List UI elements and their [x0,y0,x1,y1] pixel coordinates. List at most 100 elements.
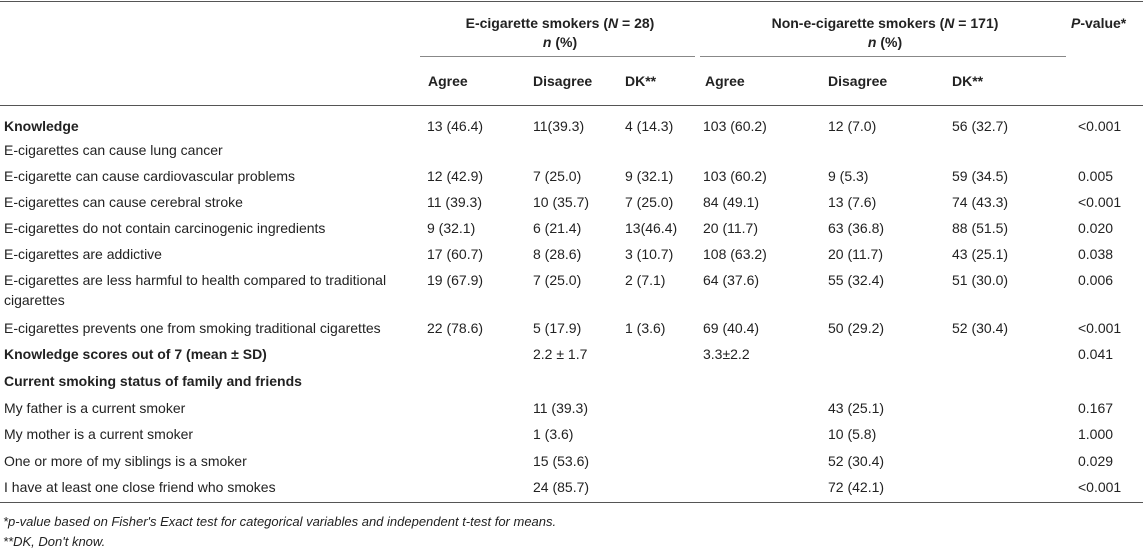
pvalue-header: P-value* [1071,15,1126,32]
subheader-agree-2: Agree [705,73,745,89]
table-row: Knowledge scores out of 7 (mean ± SD) 2.… [0,346,1143,372]
cell-agree-1: 12 (42.9) [427,168,484,184]
cell-disagree-2: 50 (29.2) [828,320,885,336]
cell-disagree-1: 6 (21.4) [533,220,582,236]
table-row: One or more of my siblings is a smoker 1… [0,453,1143,479]
table-row: E-cigarettes are addictive 17 (60.7) 8 (… [0,246,1143,272]
row-label: One or more of my siblings is a smoker [4,453,247,469]
cell-pvalue: 0.029 [1078,453,1114,469]
cell-agree-1: 22 (78.6) [427,320,484,336]
footnote-pvalue: *p-value based on Fisher's Exact test fo… [3,514,557,529]
table-row: E-cigarettes do not contain carcinogenic… [0,220,1143,246]
cell-pvalue: 0.038 [1078,246,1114,262]
cell-disagree-1: 10 (35.7) [533,194,590,210]
cell-dk-2: 51 (30.0) [952,272,1009,288]
n-symbol: n [542,34,552,50]
cell-disagree-2: 12 (7.0) [828,118,877,134]
p-symbol: P [1071,15,1081,31]
cell-group2-value: 3.3±2.2 [703,346,750,362]
pvalue-label: -value* [1080,15,1127,31]
row-label: E-cigarettes prevents one from smoking t… [4,320,381,336]
row-label: E-cigarettes are less harmful to health … [4,272,387,288]
cell-disagree-1: 8 (28.6) [533,246,582,262]
row-label: E-cigarettes can cause lung cancer [4,142,223,158]
cell-agree-2: 108 (63.2) [703,246,767,262]
subheader-disagree-1: Disagree [533,73,593,89]
cell-agree-2: 103 (60.2) [703,168,767,184]
pct-label: (%) [551,34,578,50]
cell-group2-value: 72 (42.1) [828,479,885,495]
cell-group2-value: 10 (5.8) [828,426,877,442]
group2-header: Non-e-cigarette smokers (N = 171) [700,15,1070,32]
group1-header: E-cigarette smokers (N = 28) [420,15,700,32]
subheader-agree-1: Agree [428,73,468,89]
cell-pvalue: 0.167 [1078,400,1114,416]
table-row: I have at least one close friend who smo… [0,479,1143,505]
cell-disagree-1: 5 (17.9) [533,320,582,336]
cell-group1-value: 11 (39.3) [533,400,588,416]
subheader-dk-1: DK** [625,73,657,89]
cell-dk-1: 9 (32.1) [625,168,674,184]
cell-dk-2: 56 (32.7) [952,118,1009,134]
table-row: Knowledge 13 (46.4) 11(39.3) 4 (14.3) 10… [0,118,1143,144]
cell-group2-value: 52 (30.4) [828,453,885,469]
group1-n-symbol: N [608,15,619,31]
cell-dk-1: 13(46.4) [625,220,678,236]
cell-dk-2: 74 (43.3) [952,194,1009,210]
table-row: E-cigarettes can cause cerebral stroke 1… [0,194,1143,220]
cell-dk-1: 1 (3.6) [625,320,666,336]
row-label: E-cigarettes do not contain carcinogenic… [4,220,326,236]
group1-rule [420,56,695,57]
cell-dk-1: 4 (14.3) [625,118,674,134]
subheader-dk-2: DK** [952,73,984,89]
group2-npct: n (%) [700,34,1070,51]
cell-pvalue: 0.041 [1078,346,1114,362]
table-row: Current smoking status of family and fri… [0,373,1143,399]
group1-title: E-cigarette smokers ( [465,15,609,31]
cell-pvalue: <0.001 [1078,320,1122,336]
table-row: E-cigarettes can cause lung cancer [0,142,1143,168]
group1-count: = 28) [618,15,655,31]
cell-agree-2: 84 (49.1) [703,194,760,210]
section-label: Current smoking status of family and fri… [4,373,302,389]
cell-pvalue: 1.000 [1078,426,1114,442]
group2-title: Non-e-cigarette smokers ( [771,15,945,31]
cell-group2-value: 43 (25.1) [828,400,885,416]
cell-agree-1: 17 (60.7) [427,246,484,262]
cell-pvalue: <0.001 [1078,194,1122,210]
table-row: My father is a current smoker 11 (39.3) … [0,400,1143,426]
cell-dk-2: 52 (30.4) [952,320,1009,336]
cell-agree-2: 69 (40.4) [703,320,760,336]
cell-agree-1: 11 (39.3) [427,194,482,210]
table-row: E-cigarettes are less harmful to health … [0,272,1143,312]
table-row: My mother is a current smoker 1 (3.6) 10… [0,426,1143,452]
cell-disagree-2: 9 (5.3) [828,168,869,184]
footnote-dk: **DK, Don't know. [3,534,106,549]
row-label-continued: cigarettes [4,292,65,308]
cell-disagree-1: 11(39.3) [533,118,585,134]
row-label: Knowledge [4,118,79,134]
table-bottom-rule [0,502,1143,503]
cell-dk-2: 88 (51.5) [952,220,1009,236]
subheader-disagree-2: Disagree [828,73,888,89]
cell-agree-2: 103 (60.2) [703,118,767,134]
row-label: E-cigarettes are addictive [4,246,162,262]
group2-count: = 171) [954,15,999,31]
cell-disagree-1: 7 (25.0) [533,272,582,288]
cell-agree-2: 20 (11.7) [703,220,758,236]
cell-group1-value: 2.2 ± 1.7 [533,346,588,362]
row-label: I have at least one close friend who smo… [4,479,276,495]
cell-dk-2: 43 (25.1) [952,246,1009,262]
row-label: My father is a current smoker [4,400,186,416]
cell-agree-1: 13 (46.4) [427,118,484,134]
cell-pvalue: 0.005 [1078,168,1114,184]
cell-disagree-2: 20 (11.7) [828,246,883,262]
cell-group1-value: 1 (3.6) [533,426,574,442]
header-bottom-rule [0,105,1143,106]
table-row: E-cigarette can cause cardiovascular pro… [0,168,1143,194]
cell-pvalue: 0.006 [1078,272,1114,288]
cell-pvalue: 0.020 [1078,220,1114,236]
cell-group1-value: 15 (53.6) [533,453,590,469]
row-label: E-cigarette can cause cardiovascular pro… [4,168,296,184]
